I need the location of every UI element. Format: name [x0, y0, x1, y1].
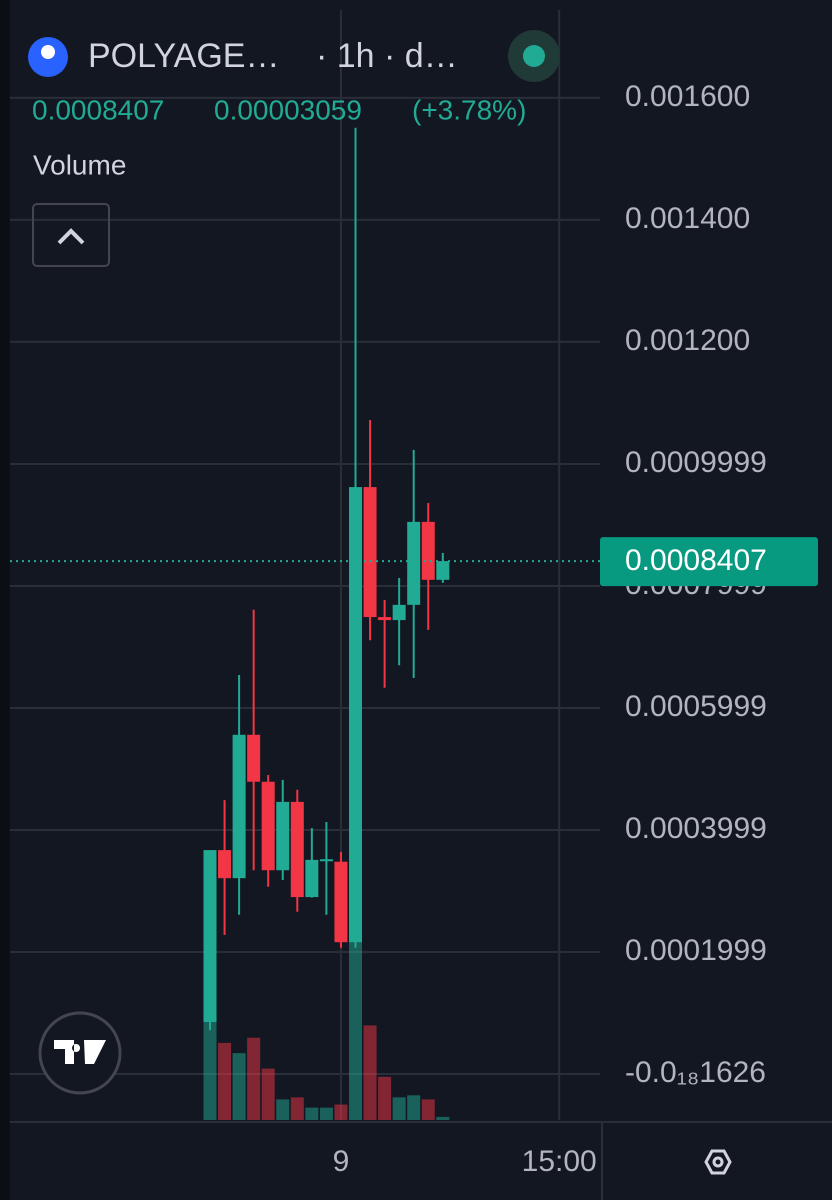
- candle-body: [203, 850, 217, 1023]
- volume-label[interactable]: Volume: [33, 149, 126, 180]
- candle-body: [218, 850, 232, 879]
- volume-bar: [436, 1116, 450, 1120]
- settings-icon-center: [712, 1156, 724, 1168]
- status-dot: [523, 45, 545, 67]
- candle-body: [363, 487, 377, 618]
- candle-body: [290, 801, 304, 898]
- volume-bar: [378, 1076, 392, 1120]
- y-tick-label: -0.0₁₈1626: [625, 1056, 766, 1089]
- candle-body: [392, 604, 406, 621]
- volume-bar: [334, 1104, 348, 1120]
- last-price: 0.0008407: [32, 94, 164, 125]
- candle-body: [232, 734, 246, 879]
- candle-body: [319, 859, 333, 862]
- interval[interactable]: · 1h · d…: [316, 37, 458, 75]
- candle-body: [247, 734, 261, 782]
- collapse-button[interactable]: [32, 203, 110, 267]
- last-price-marker: 0.0008407: [600, 537, 818, 587]
- volume-bar: [276, 1099, 290, 1120]
- candle-body: [276, 801, 290, 871]
- volume-bar: [392, 1097, 406, 1120]
- last-price-label: 0.0008407: [625, 544, 767, 577]
- y-tick-label: 0.001400: [625, 202, 750, 235]
- settings-icon[interactable]: [704, 1149, 732, 1175]
- volume-bar: [305, 1107, 319, 1120]
- logo-mark: [54, 1040, 106, 1064]
- chevron-icon: [57, 228, 85, 245]
- y-tick-label: 0.0005999: [625, 690, 767, 723]
- volume-bar: [232, 1053, 246, 1120]
- y-tick-label: 0.0009999: [625, 446, 767, 479]
- candle-body: [349, 487, 362, 943]
- last-price-box: [600, 537, 818, 587]
- logo-glyph: [41, 45, 55, 59]
- volume-bar: [407, 1095, 421, 1120]
- volume-bar: [290, 1097, 304, 1120]
- volume-bar: [203, 1019, 217, 1120]
- price-change: 0.00003059: [214, 94, 362, 125]
- tradingview-logo[interactable]: [38, 1011, 122, 1095]
- marks: [10, 127, 600, 1120]
- candle-body: [407, 521, 421, 605]
- symbol-name[interactable]: POLYAGE…: [88, 37, 279, 75]
- candle-body: [421, 521, 435, 580]
- volume-bar: [261, 1068, 275, 1120]
- y-tick-label: 0.001200: [625, 324, 750, 357]
- volume-bar: [363, 1025, 377, 1120]
- volume-bar: [218, 1042, 232, 1120]
- price-change-pct: (+3.78%): [412, 94, 526, 125]
- x-tick-label: 9: [333, 1145, 350, 1178]
- volume-bar: [349, 940, 362, 1120]
- candle-body: [436, 561, 450, 580]
- y-tick-label: 0.0001999: [625, 934, 767, 967]
- y-tick-label: 0.0003999: [625, 812, 767, 845]
- candle-body: [378, 617, 392, 621]
- x-tick-label: 15:00: [522, 1145, 597, 1178]
- volume-bar: [247, 1037, 261, 1120]
- candle-body: [261, 781, 275, 871]
- y-tick-label: 0.001600: [625, 80, 750, 113]
- volume-bar: [421, 1099, 435, 1120]
- candle-body: [334, 861, 348, 943]
- volume-bar: [319, 1107, 333, 1120]
- frame-edge: [0, 0, 10, 1200]
- candle-body: [305, 859, 319, 898]
